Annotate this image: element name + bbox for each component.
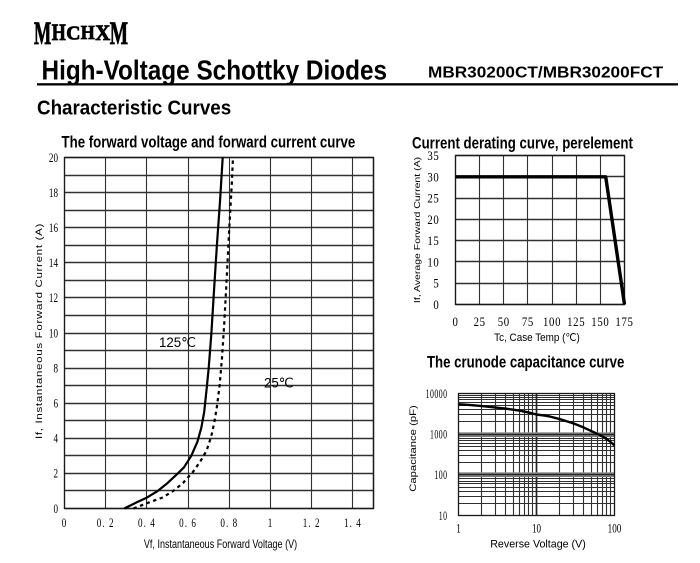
svg-text:25: 25 [427,191,439,206]
svg-text:12: 12 [49,292,58,306]
svg-text:Reverse Voltage (V): Reverse Voltage (V) [490,538,586,550]
svg-text:Capacitance (pF): Capacitance (pF) [409,405,419,492]
svg-text:8: 8 [53,362,58,376]
svg-text:16: 16 [49,222,58,236]
svg-text:175: 175 [615,314,633,329]
svg-text:100: 100 [434,468,447,483]
svg-text:X: X [95,20,110,45]
svg-text:The crunode capacitance curve: The crunode capacitance curve [427,353,624,372]
svg-text:Tc, Case Temp (℃): Tc, Case Temp (℃) [494,333,580,345]
svg-text:15: 15 [427,233,439,248]
svg-text:0. 2: 0. 2 [97,517,115,531]
svg-text:1: 1 [268,517,274,531]
svg-text:25: 25 [474,314,486,329]
svg-text:0. 4: 0. 4 [138,517,156,531]
svg-text:H: H [81,23,95,44]
svg-text:10000: 10000 [426,387,448,402]
svg-text:H: H [52,20,66,45]
svg-text:35: 35 [427,148,439,163]
svg-text:25℃: 25℃ [264,375,294,390]
svg-text:M: M [34,15,51,51]
svg-text:10: 10 [49,327,58,341]
svg-text:If, Instantaneous Forward Curr: If, Instantaneous Forward Current (A) [35,223,45,439]
svg-text:1. 2: 1. 2 [303,517,321,531]
svg-text:10: 10 [532,522,541,536]
svg-text:1. 4: 1. 4 [344,517,362,531]
svg-text:Current derating curve, perele: Current derating curve, perelement [412,134,633,153]
svg-text:1: 1 [456,522,461,536]
svg-text:C: C [66,22,80,44]
svg-text:1000: 1000 [430,428,448,443]
svg-text:MBR30200CT/MBR30200FCT: MBR30200CT/MBR30200FCT [428,63,663,81]
svg-text:125: 125 [567,314,585,329]
svg-text:6: 6 [53,397,58,411]
svg-text:5: 5 [433,276,439,291]
svg-text:0. 6: 0. 6 [179,517,197,531]
svg-text:18: 18 [49,186,58,200]
svg-text:The forward voltage and forwar: The forward voltage and forward current … [62,133,356,152]
svg-text:20: 20 [427,212,439,227]
svg-text:0: 0 [53,502,58,516]
svg-text:Characteristic Curves: Characteristic Curves [37,97,231,120]
svg-text:0. 8: 0. 8 [220,517,238,531]
svg-text:4: 4 [53,432,58,446]
svg-text:125℃: 125℃ [159,335,196,350]
svg-text:Vf, Instantaneous Forward Volt: Vf, Instantaneous Forward Voltage (V) [144,539,297,551]
svg-text:50: 50 [498,314,510,329]
svg-text:0: 0 [433,297,439,312]
svg-text:100: 100 [608,522,622,536]
svg-text:75: 75 [522,314,534,329]
svg-text:0: 0 [452,314,458,329]
svg-text:If, Average Forward Current (A: If, Average Forward Current (A) [413,157,423,303]
svg-text:20: 20 [49,151,58,165]
svg-text:M: M [110,16,128,52]
svg-text:High-Voltage Schottky Diodes: High-Voltage Schottky Diodes [42,54,388,86]
svg-text:0: 0 [62,517,68,531]
svg-text:100: 100 [543,314,561,329]
svg-text:30: 30 [427,169,439,184]
svg-text:14: 14 [49,257,58,271]
svg-text:150: 150 [591,314,609,329]
svg-text:10: 10 [439,509,448,524]
svg-text:10: 10 [427,254,439,269]
svg-text:2: 2 [53,467,58,481]
